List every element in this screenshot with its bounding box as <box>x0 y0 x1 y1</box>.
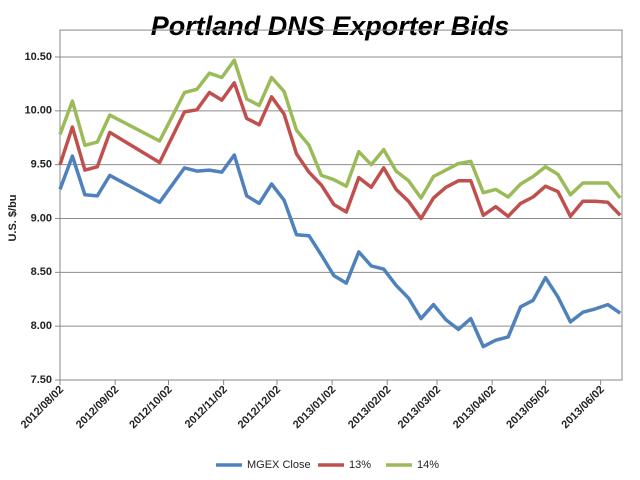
y-tick-label: 8.50 <box>31 266 52 278</box>
y-tick-label: 10.50 <box>24 51 52 63</box>
y-tick-label: 9.50 <box>31 159 52 171</box>
y-tick-label: 9.00 <box>31 212 52 224</box>
y-axis-title: U.S. $/bu <box>7 194 19 241</box>
legend-label: MGEX Close <box>247 459 311 471</box>
y-tick-label: 8.00 <box>31 320 52 332</box>
line-series <box>58 153 622 349</box>
legend-label: 14% <box>417 459 439 471</box>
line-series <box>58 58 622 200</box>
legend-label: 13% <box>349 459 371 471</box>
y-tick-label: 10.00 <box>24 105 52 117</box>
chart-title: Portland DNS Exporter Bids <box>151 11 510 41</box>
line-series <box>58 81 622 221</box>
y-tick-label: 7.50 <box>31 374 52 386</box>
